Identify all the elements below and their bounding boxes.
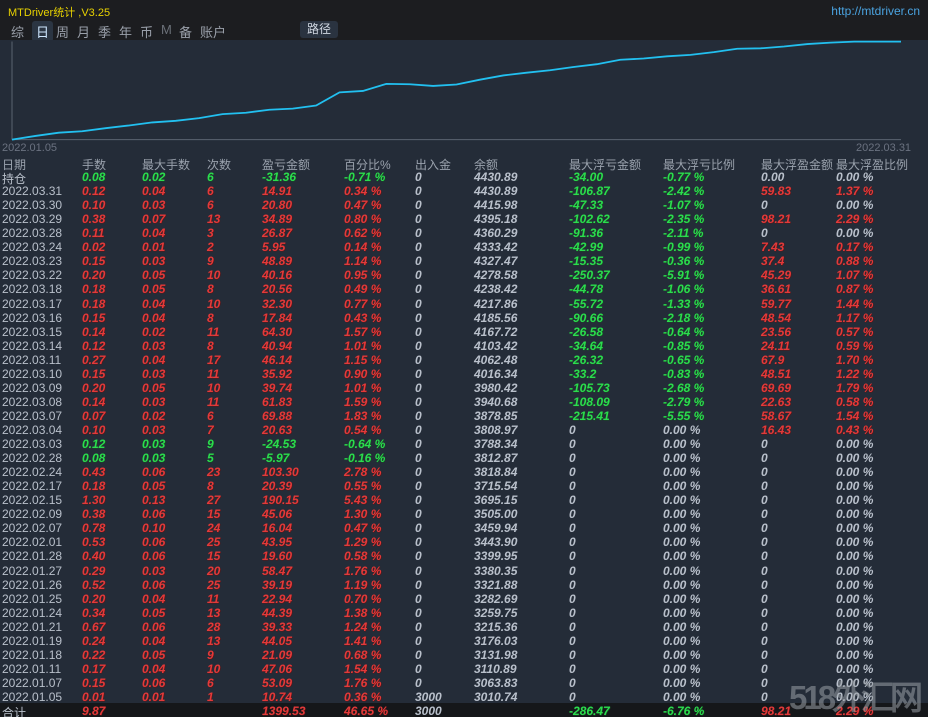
svg-text:2022.01.05: 2022.01.05 [2, 142, 57, 154]
svg-text:2022.03.31: 2022.03.31 [856, 142, 911, 154]
